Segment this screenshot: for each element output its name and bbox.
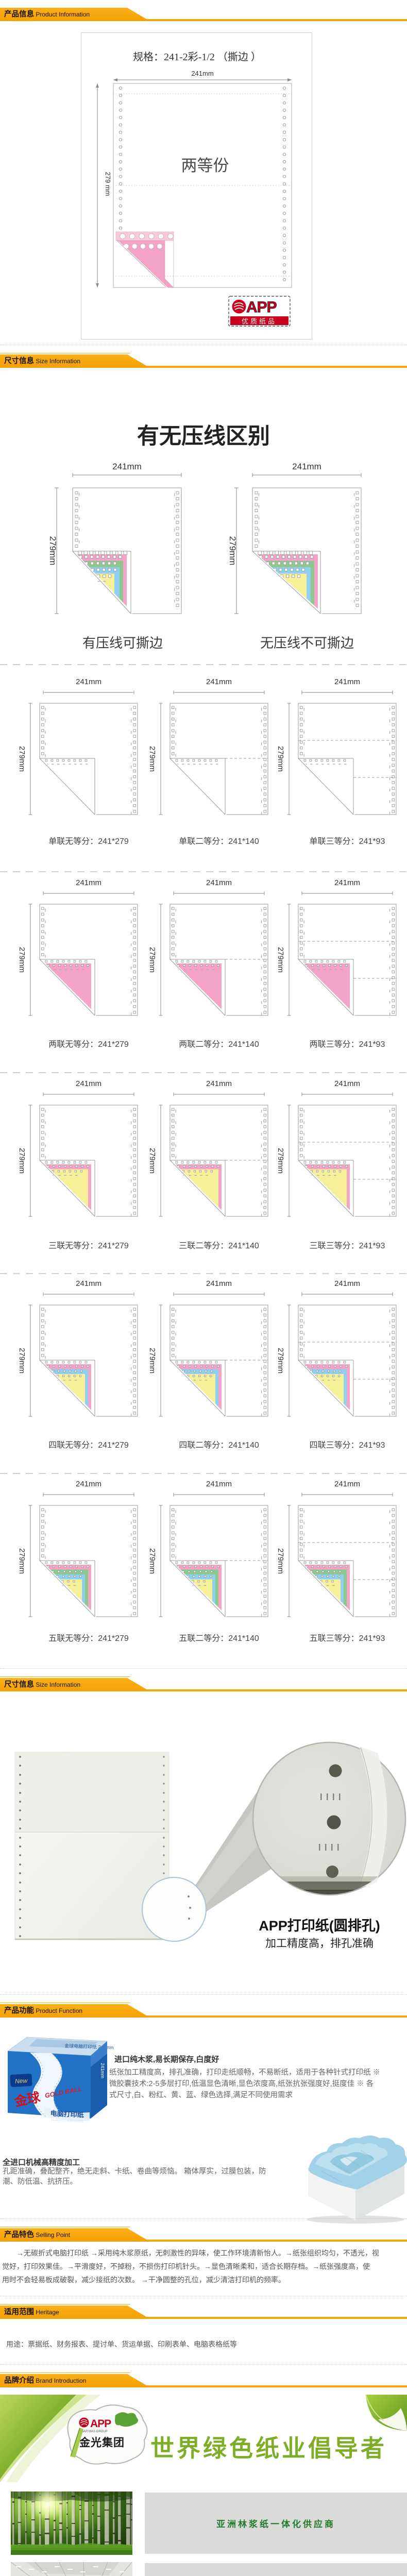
- svg-text:三联三等分：241*93: 三联三等分：241*93: [310, 1241, 385, 1250]
- svg-text:241mm: 241mm: [76, 1279, 101, 1288]
- svg-text:两联三等分：241*93: 两联三等分：241*93: [310, 1040, 385, 1049]
- svg-text:241mm: 241mm: [76, 878, 101, 887]
- svg-text:单联三等分：241*93: 单联三等分：241*93: [310, 837, 385, 846]
- svg-text:五联二等分：241*140: 五联二等分：241*140: [179, 1634, 259, 1643]
- svg-text:APP: APP: [90, 2418, 111, 2430]
- svg-text:241mm: 241mm: [206, 878, 232, 887]
- svg-text:279mm: 279mm: [148, 1548, 157, 1574]
- svg-text:241mm: 241mm: [206, 677, 232, 686]
- svg-text:规格：241-2彩-1/2 （撕边 ）: 规格：241-2彩-1/2 （撕边 ）: [133, 51, 261, 63]
- svg-text:279 mm: 279 mm: [104, 172, 112, 196]
- svg-text:三联无等分：241*279: 三联无等分：241*279: [48, 1241, 129, 1250]
- svg-text:241mm: 241mm: [334, 1480, 360, 1488]
- svg-text:241mm: 241mm: [334, 878, 360, 887]
- svg-text:四联三等分：241*93: 四联三等分：241*93: [310, 1440, 385, 1450]
- svg-text:241mm: 241mm: [334, 1279, 360, 1288]
- svg-text:241mm: 241mm: [206, 1079, 232, 1088]
- svg-text:241mm: 241mm: [334, 677, 360, 686]
- svg-text:279mm: 279mm: [228, 536, 238, 566]
- svg-text:五联无等分：241*279: 五联无等分：241*279: [48, 1634, 129, 1643]
- svg-text:279mm: 279mm: [48, 536, 58, 566]
- svg-text:四联二等分：241*140: 四联二等分：241*140: [179, 1440, 259, 1450]
- svg-text:241mm: 241mm: [334, 1079, 360, 1088]
- svg-text:241mm: 241mm: [76, 1480, 101, 1488]
- svg-text:241mm: 241mm: [206, 1480, 232, 1488]
- svg-text:279mm: 279mm: [148, 746, 157, 772]
- svg-text:241mm: 241mm: [112, 462, 142, 471]
- svg-text:241mm: 241mm: [191, 70, 213, 77]
- svg-text:279mm: 279mm: [148, 1148, 157, 1174]
- svg-text:五联三等分：241*93: 五联三等分：241*93: [310, 1634, 385, 1643]
- svg-text:241mm×1/3 80列×1000页: 241mm×1/3 80列×1000页: [50, 2117, 83, 2123]
- svg-text:279mm: 279mm: [18, 947, 26, 973]
- svg-text:单联二等分：241*140: 单联二等分：241*140: [179, 837, 259, 846]
- svg-text:279mm: 279mm: [18, 1348, 26, 1374]
- svg-text:241mm: 241mm: [206, 1279, 232, 1288]
- svg-text:279mm: 279mm: [276, 1348, 285, 1374]
- svg-text:无压线不可撕边: 无压线不可撕边: [260, 635, 354, 651]
- svg-text:APP: APP: [246, 299, 277, 316]
- svg-text:279mm: 279mm: [148, 1348, 157, 1374]
- svg-text:241mm: 241mm: [100, 2063, 105, 2078]
- svg-text:SINAR MAS GROUP: SINAR MAS GROUP: [78, 2430, 108, 2433]
- svg-text:279mm: 279mm: [276, 1148, 285, 1174]
- svg-text:241mm: 241mm: [76, 1079, 101, 1088]
- svg-text:两等份: 两等份: [181, 157, 229, 175]
- svg-text:279mm: 279mm: [148, 947, 157, 973]
- svg-text:279mm: 279mm: [18, 746, 26, 772]
- svg-text:241mm: 241mm: [76, 677, 101, 686]
- svg-text:279mm: 279mm: [276, 1548, 285, 1574]
- svg-text:279mm: 279mm: [276, 947, 285, 973]
- svg-text:电脑打印纸: 电脑打印纸: [50, 2109, 84, 2119]
- svg-text:三联二等分：241*140: 三联二等分：241*140: [179, 1241, 259, 1250]
- svg-text:优质纸品: 优质纸品: [242, 317, 277, 325]
- svg-text:241mm: 241mm: [292, 462, 321, 471]
- svg-text:两联二等分：241*140: 两联二等分：241*140: [179, 1040, 259, 1049]
- svg-text:279mm: 279mm: [276, 746, 285, 772]
- svg-text:279mm: 279mm: [18, 1148, 26, 1174]
- svg-text:四联无等分：241*279: 四联无等分：241*279: [48, 1440, 129, 1450]
- svg-text:两联无等分：241*279: 两联无等分：241*279: [48, 1040, 129, 1049]
- svg-text:279mm: 279mm: [18, 1548, 26, 1574]
- svg-text:单联无等分：241*279: 单联无等分：241*279: [48, 837, 129, 846]
- svg-text:New: New: [15, 2077, 28, 2084]
- svg-text:有压线可撕边: 有压线可撕边: [82, 635, 163, 651]
- svg-text:金光集团: 金光集团: [79, 2436, 125, 2449]
